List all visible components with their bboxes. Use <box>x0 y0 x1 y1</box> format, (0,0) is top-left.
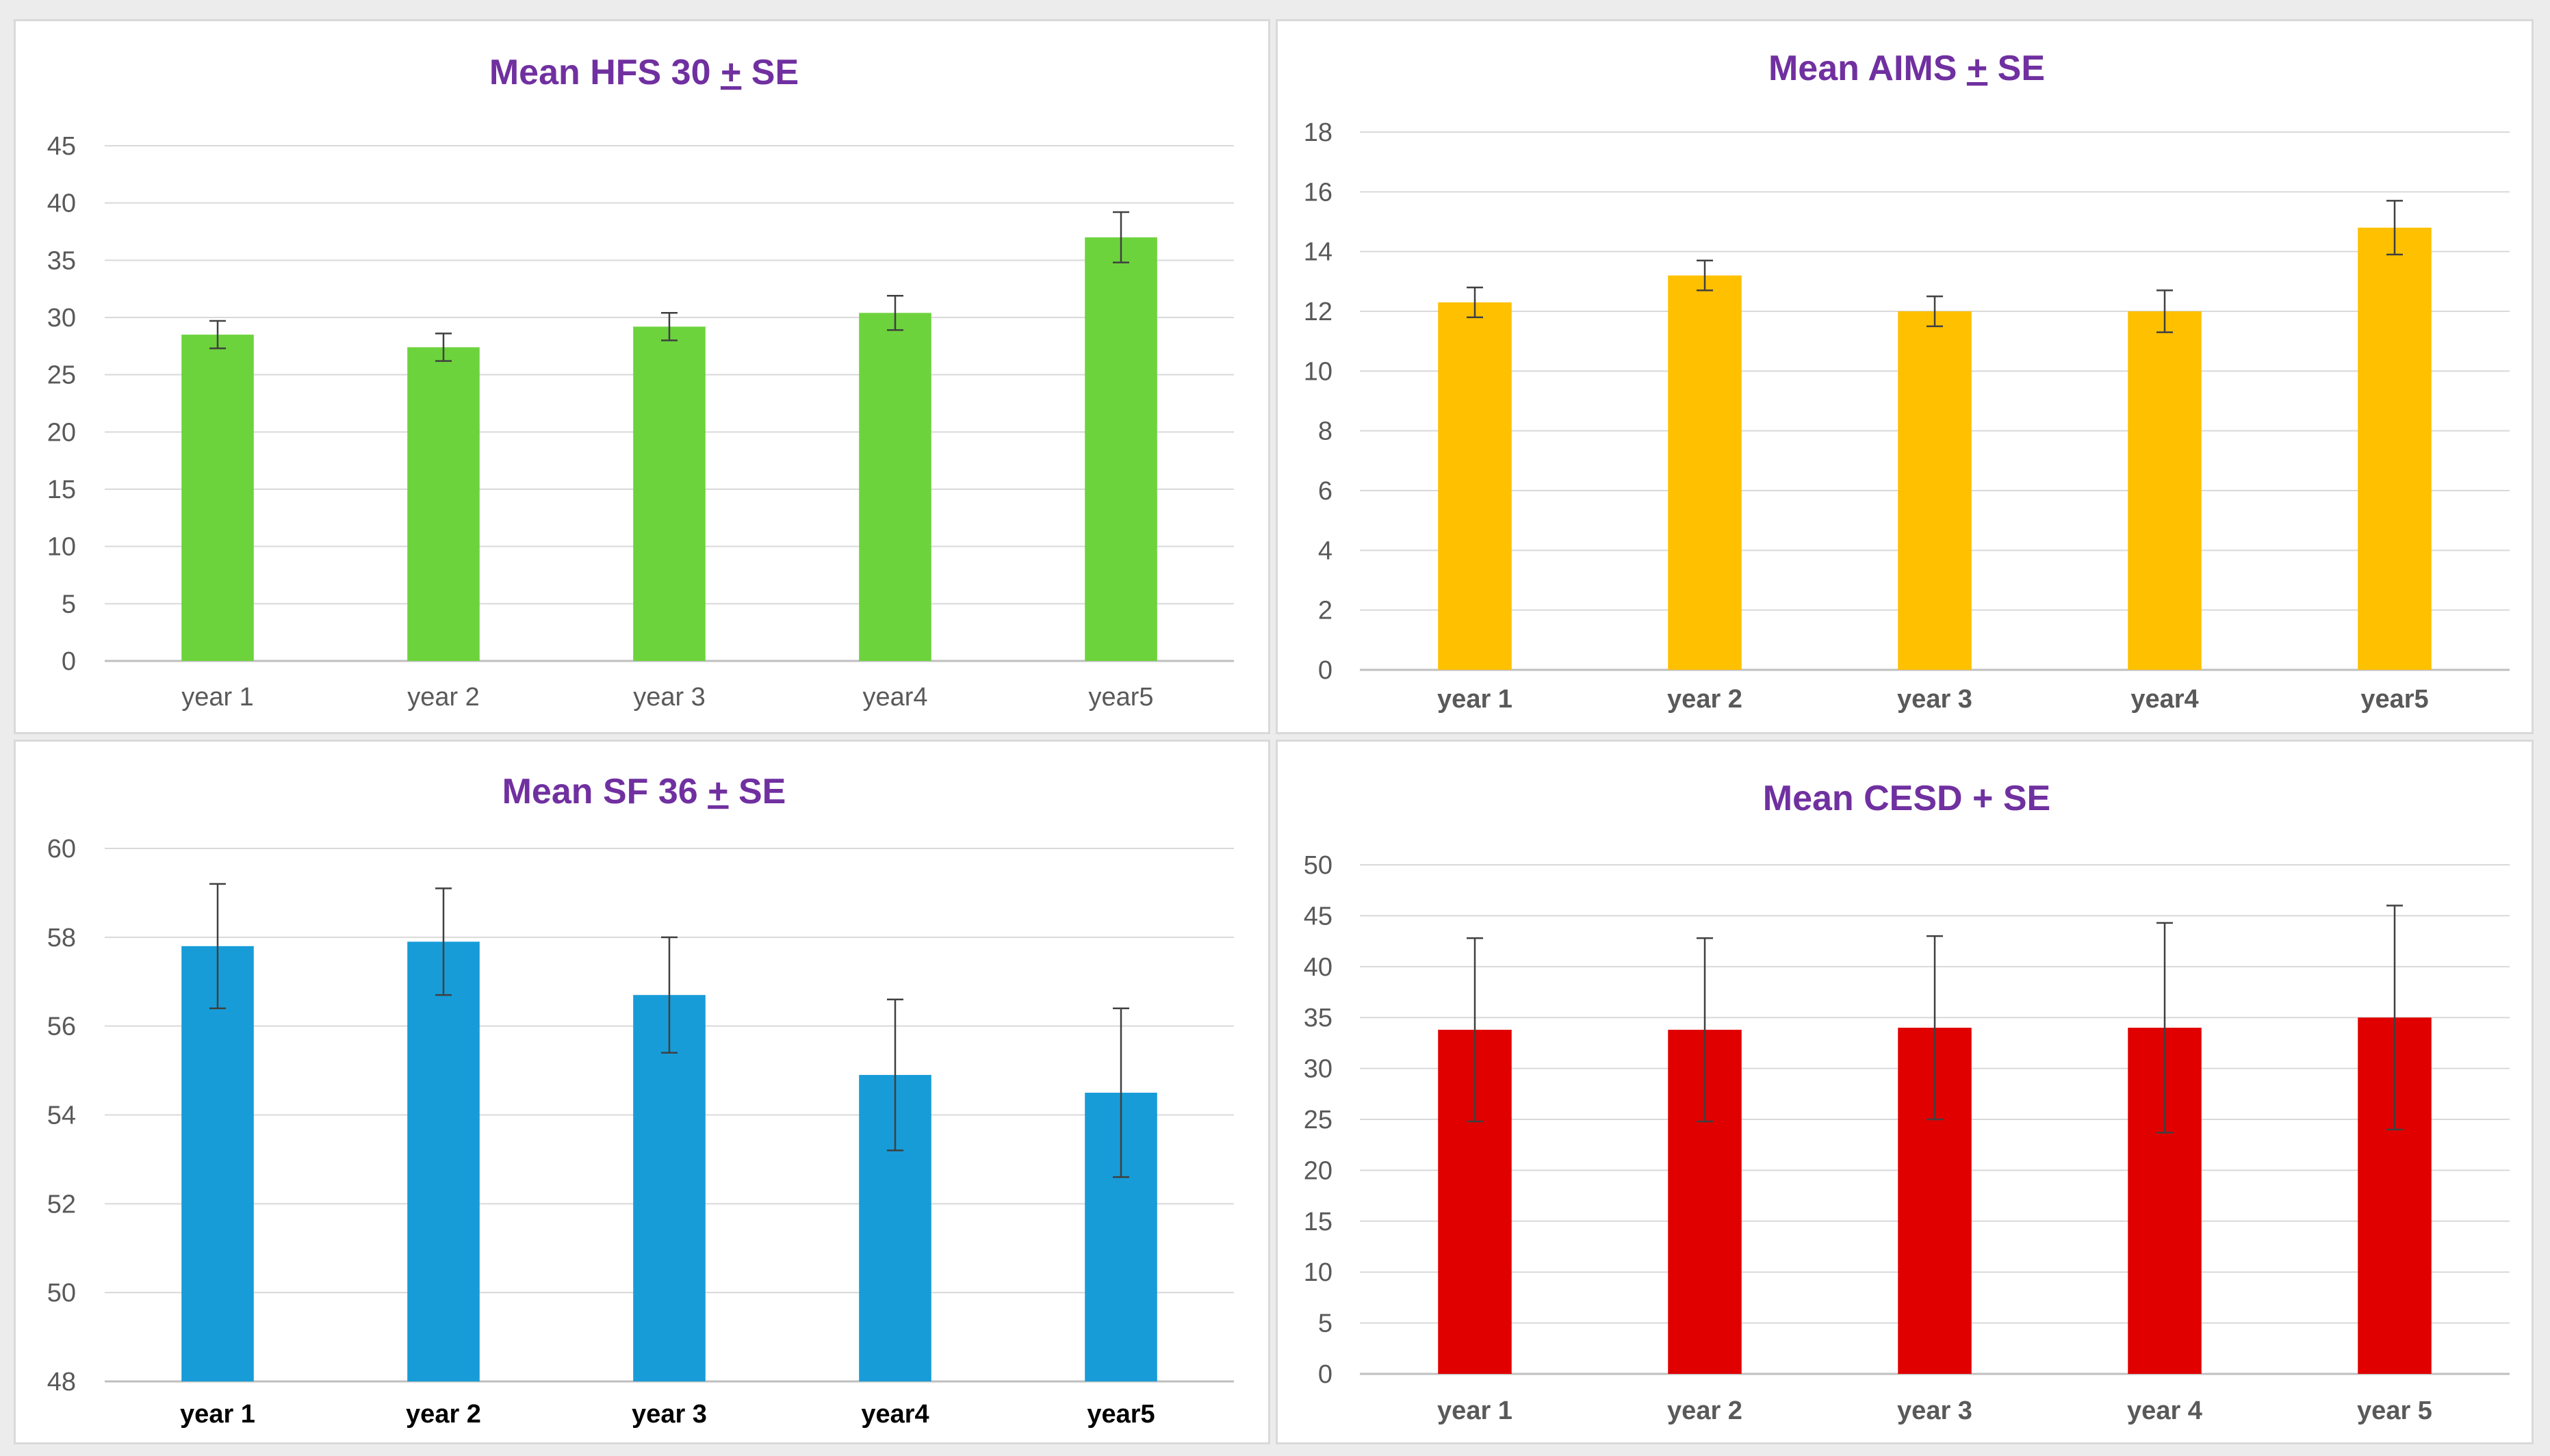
chart-title-text: Mean AIMS <box>1768 49 1967 88</box>
x-tick-label: year 1 <box>180 1400 255 1429</box>
bar <box>1085 237 1157 661</box>
plus-minus-symbol: + <box>721 53 741 92</box>
y-tick-label: 35 <box>47 246 76 275</box>
y-tick-label: 0 <box>1318 1360 1332 1389</box>
y-tick-label: 40 <box>1304 953 1332 982</box>
x-tick-label: year4 <box>2130 685 2198 714</box>
y-tick-label: 10 <box>1304 357 1332 386</box>
y-tick-label: 25 <box>1304 1106 1332 1134</box>
y-tick-label: 58 <box>47 924 76 952</box>
x-tick-label: year4 <box>862 683 927 712</box>
y-tick-label: 4 <box>1318 536 1332 565</box>
y-tick-label: 10 <box>1304 1258 1332 1287</box>
y-tick-label: 54 <box>47 1102 76 1130</box>
y-tick-label: 30 <box>47 304 76 333</box>
y-tick-label: 15 <box>47 476 76 504</box>
chart-panel-sf36: Mean SF 36 + SE 48 50 52 54 56 58 60 year 1 year … <box>14 740 1270 1444</box>
x-tick-label: year 1 <box>1437 685 1512 714</box>
bar <box>407 941 480 1381</box>
y-tick-label: 20 <box>1304 1156 1332 1185</box>
y-tick-label: 18 <box>1304 118 1332 147</box>
bar <box>1898 311 1972 670</box>
bar <box>2128 311 2202 670</box>
plus-minus-symbol: + <box>708 772 728 811</box>
y-tick-label: 6 <box>1318 477 1332 506</box>
x-tick-label: year 1 <box>1437 1396 1512 1425</box>
bar <box>181 335 254 661</box>
x-tick-label: year 5 <box>2357 1396 2432 1425</box>
chart-title: Mean SF 36 + SE <box>502 772 786 811</box>
chart-title-text: Mean CESD + SE <box>1763 779 2050 818</box>
y-tick-label: 40 <box>47 190 76 218</box>
plus-minus-symbol: + <box>1967 49 1987 88</box>
x-tick-label: year 3 <box>1897 1396 1972 1425</box>
x-tick-label: year 2 <box>407 683 480 712</box>
y-tick-label: 0 <box>62 647 76 676</box>
x-tick-label: year 4 <box>2127 1396 2202 1425</box>
y-tick-label: 45 <box>47 132 76 161</box>
x-tick-label: year 1 <box>181 683 254 712</box>
chart-title: Mean AIMS + SE <box>1768 49 2045 88</box>
chart-panel-cesd: Mean CESD + SE 0 5 10 15 20 25 30 35 40 45 50 year 1… <box>1276 740 2534 1444</box>
y-tick-label: 15 <box>1304 1208 1332 1236</box>
bar <box>1438 302 1512 670</box>
chart-title: Mean HFS 30 + SE <box>489 53 799 92</box>
y-tick-label: 52 <box>47 1190 76 1219</box>
y-tick-label: 12 <box>1304 298 1332 326</box>
chart-svg: Mean CESD + SE 0 5 10 15 20 25 30 35 40 45 50 year 1… <box>1304 779 2510 1425</box>
bar <box>1668 275 1742 671</box>
chart-svg: Mean AIMS + SE 0 2 4 6 8 10 12 14 16 18 year 1 year … <box>1304 49 2510 714</box>
chart-title-suffix: SE <box>741 53 799 92</box>
bar <box>633 326 706 661</box>
bar <box>181 946 254 1381</box>
x-tick-label: year4 <box>861 1400 929 1429</box>
y-tick-label: 35 <box>1304 1004 1332 1032</box>
y-tick-label: 0 <box>1318 656 1332 685</box>
x-tick-label: year 2 <box>1667 1396 1742 1425</box>
y-tick-label: 60 <box>47 835 76 863</box>
chart-title: Mean CESD + SE <box>1763 779 2050 818</box>
y-tick-label: 2 <box>1318 597 1332 625</box>
y-tick-label: 5 <box>62 590 76 619</box>
bar <box>407 347 480 661</box>
bar <box>2358 227 2432 670</box>
x-tick-label: year5 <box>1087 1400 1155 1429</box>
y-tick-label: 48 <box>47 1368 76 1396</box>
chart-svg: Mean HFS 30 + SE 0 5 10 15 20 25 30 35 40 45 year 1… <box>47 53 1234 712</box>
y-tick-label: 25 <box>47 361 76 390</box>
x-tick-label: year 3 <box>1897 685 1972 714</box>
chart-svg: Mean SF 36 + SE 48 50 52 54 56 58 60 year 1 year … <box>47 772 1234 1429</box>
bar <box>859 313 931 661</box>
x-tick-label: year 3 <box>632 1400 707 1429</box>
y-tick-label: 20 <box>47 418 76 447</box>
y-tick-label: 50 <box>47 1279 76 1308</box>
chart-panel-hfs: Mean HFS 30 + SE 0 5 10 15 20 25 30 35 40 45 year 1… <box>14 19 1270 734</box>
x-tick-label: year 3 <box>633 683 706 712</box>
x-tick-label: year5 <box>1088 683 1153 712</box>
y-tick-label: 56 <box>47 1013 76 1041</box>
x-tick-label: year 2 <box>1667 685 1742 714</box>
y-tick-label: 16 <box>1304 178 1332 207</box>
chart-title-text: Mean SF 36 <box>502 772 708 811</box>
chart-title-suffix: SE <box>1987 49 2045 88</box>
chart-title-suffix: SE <box>729 772 786 811</box>
x-tick-label: year5 <box>2360 685 2428 714</box>
y-tick-label: 50 <box>1304 851 1332 880</box>
y-tick-label: 45 <box>1304 902 1332 931</box>
x-tick-label: year 2 <box>406 1400 481 1429</box>
chart-title-text: Mean HFS 30 <box>489 53 721 92</box>
y-tick-label: 10 <box>47 533 76 562</box>
bar <box>633 995 706 1381</box>
chart-panel-aims: Mean AIMS + SE 0 2 4 6 8 10 12 14 16 18 year 1 year … <box>1276 19 2534 734</box>
y-tick-label: 14 <box>1304 238 1332 267</box>
y-tick-label: 5 <box>1318 1310 1332 1338</box>
y-tick-label: 8 <box>1318 417 1332 446</box>
y-tick-label: 30 <box>1304 1055 1332 1084</box>
